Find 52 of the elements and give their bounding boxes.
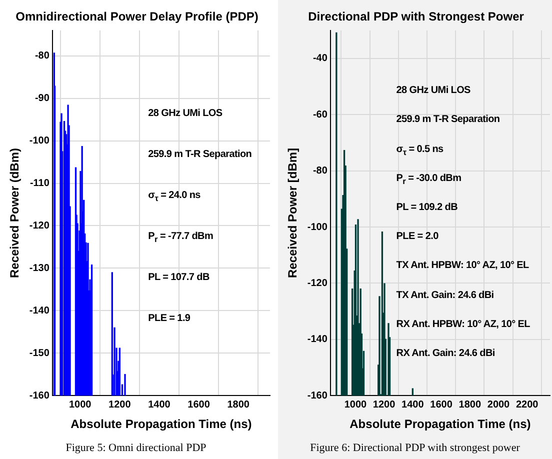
annotation: PL = 109.2 dB bbox=[396, 202, 458, 214]
y-tick-label: -150 bbox=[29, 348, 50, 359]
x-tick-label: 2000 bbox=[487, 399, 510, 410]
chart-title: Omnidirectional Power Delay Profile (PDP) bbox=[16, 10, 258, 24]
annotation: P$_{r}$ = -77.7 dBm bbox=[148, 231, 214, 244]
annotation: PLE = 2.0 bbox=[396, 231, 438, 242]
annotation: TX Ant. HPBW: 10° AZ, 10° EL bbox=[396, 260, 529, 272]
y-tick-label: -60 bbox=[312, 109, 328, 120]
annotation: RX Ant. HPBW: 10° AZ, 10° EL bbox=[396, 318, 530, 330]
x-tick-label: 1600 bbox=[430, 399, 453, 410]
x-tick-label: 1800 bbox=[227, 399, 250, 410]
caption: Figure 5: Omni directional PDP bbox=[64, 442, 208, 454]
x-tick-label: 2200 bbox=[516, 399, 539, 410]
x-tick-label: 1400 bbox=[402, 399, 424, 410]
y-tick-label: -100 bbox=[307, 222, 328, 233]
x-tick-label: 1400 bbox=[148, 399, 171, 410]
annotation: 28 GHz UMi LOS bbox=[396, 85, 470, 96]
annotation: σ$_{τ}$ = 24.0 ns bbox=[148, 190, 200, 204]
annotation: PL = 107.7 dB bbox=[148, 272, 210, 284]
annotation: 259.9 m T-R Separation bbox=[396, 114, 500, 126]
y-tick-label: -160 bbox=[29, 390, 50, 402]
y-tick-label: -100 bbox=[29, 136, 50, 147]
x-tick-label: 1200 bbox=[372, 399, 396, 410]
annotation: RX Ant. Gain: 24.6 dBi bbox=[396, 348, 495, 360]
y-tick-label: -140 bbox=[307, 334, 328, 346]
annotation: TX Ant. Gain: 24.6 dBi bbox=[396, 290, 494, 301]
y-tick-label: -130 bbox=[29, 262, 50, 274]
y-axis-title: Received Power (dBm) bbox=[8, 148, 22, 278]
x-tick-label: 1600 bbox=[188, 399, 210, 410]
y-tick-label: -120 bbox=[29, 220, 50, 232]
x-axis-title: Absolute Propagation Time (ns) bbox=[350, 417, 531, 432]
x-tick-label: 1000 bbox=[68, 399, 92, 410]
y-tick-label: -80 bbox=[34, 50, 50, 62]
annotation: P$_{r}$ = -30.0 dBm bbox=[396, 172, 462, 186]
y-tick-label: -110 bbox=[30, 178, 50, 190]
annotation: 259.9 m T-R Separation bbox=[148, 149, 252, 160]
y-tick-label: -140 bbox=[29, 305, 50, 316]
annotation: 28 GHz UMi LOS bbox=[148, 108, 222, 120]
chart-title: Directional PDP with Strongest Power bbox=[308, 10, 524, 24]
x-tick-label: 1800 bbox=[458, 399, 482, 410]
y-tick-label: -160 bbox=[307, 390, 328, 402]
y-axis-title: Received Power [dBm] bbox=[286, 148, 300, 278]
caption: Figure 6: Directional PDP with strongest power bbox=[309, 442, 521, 454]
x-tick-label: 1000 bbox=[344, 399, 368, 410]
annotation: σ$_{τ}$ = 0.5 ns bbox=[396, 144, 444, 157]
y-tick-label: -40 bbox=[312, 53, 328, 64]
y-tick-label: -90 bbox=[34, 93, 50, 104]
annotation: PLE = 1.9 bbox=[148, 313, 190, 324]
y-tick-label: -120 bbox=[307, 278, 328, 289]
y-tick-label: -80 bbox=[312, 166, 328, 177]
x-axis-title: Absolute Propagation Time (ns) bbox=[70, 417, 252, 432]
x-tick-label: 1200 bbox=[108, 399, 132, 410]
